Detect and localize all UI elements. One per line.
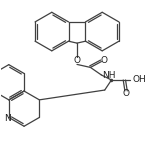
Text: N: N bbox=[5, 114, 11, 123]
Text: O: O bbox=[74, 56, 81, 65]
Text: NH: NH bbox=[103, 71, 116, 80]
Text: OH: OH bbox=[132, 75, 146, 84]
Text: O: O bbox=[123, 89, 130, 98]
Text: O: O bbox=[101, 56, 108, 65]
